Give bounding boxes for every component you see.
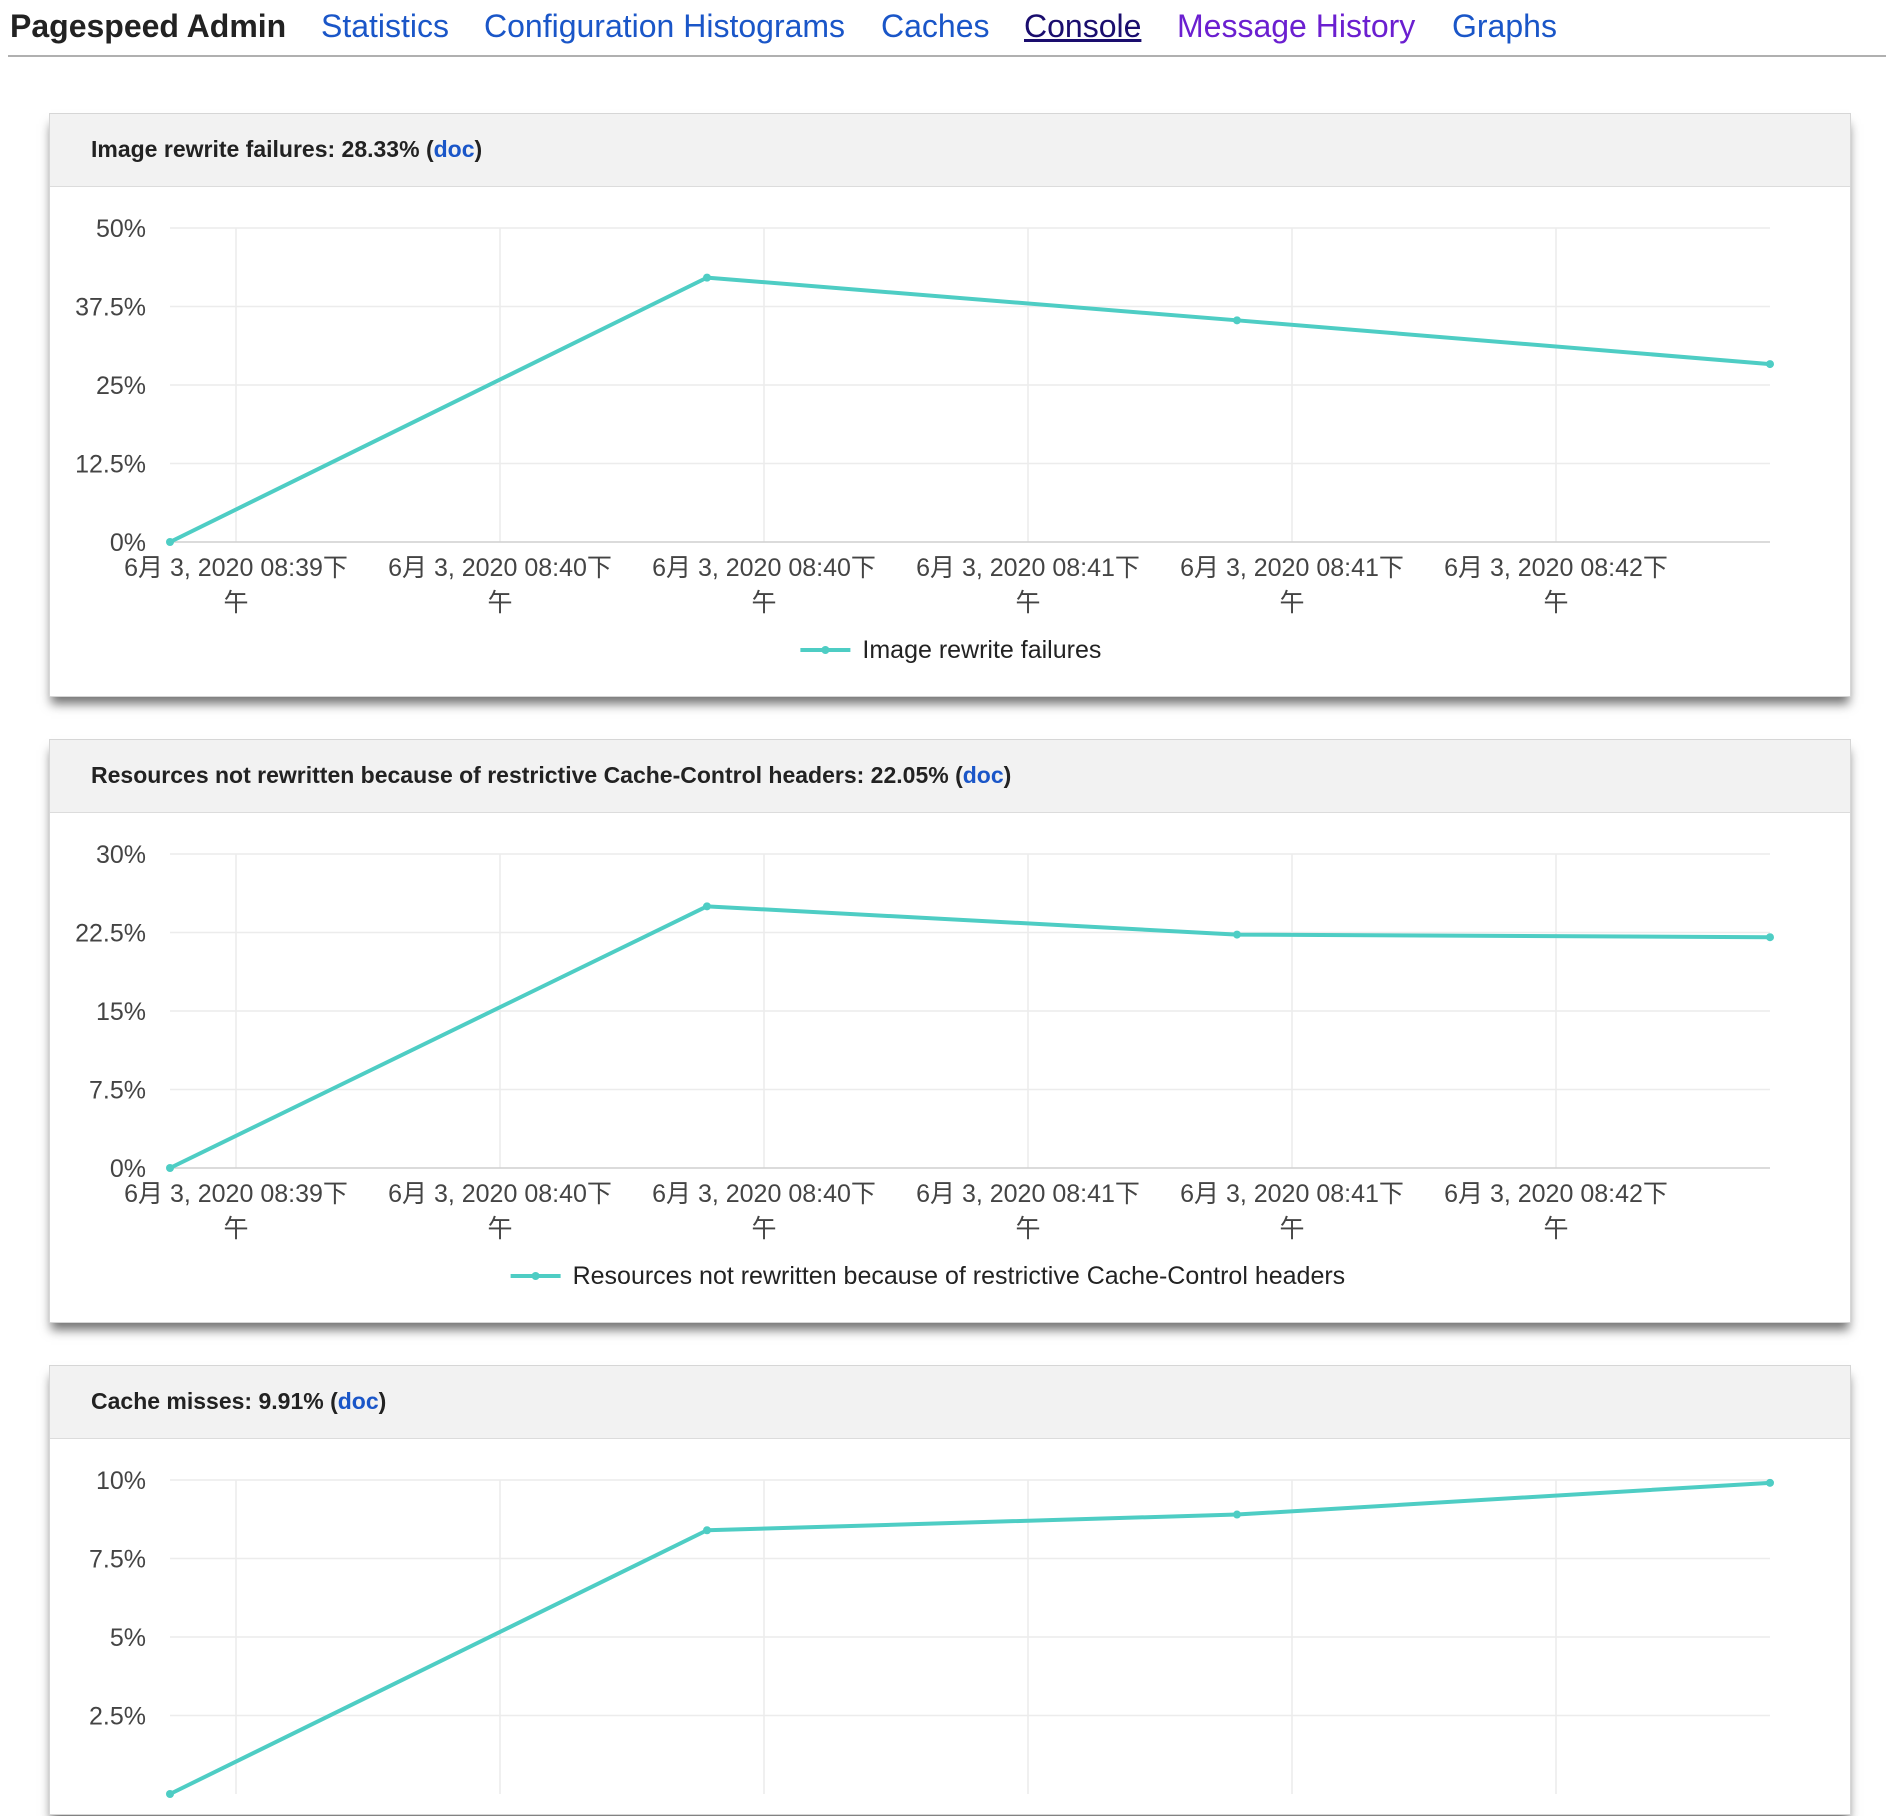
- x-tick-label: 6月 3, 2020 08:41下: [1180, 554, 1404, 582]
- card-header: Cache misses: 9.91% (doc): [50, 1366, 1850, 1439]
- x-tick-label: 6月 3, 2020 08:40下: [388, 554, 612, 582]
- y-tick-label: 12.5%: [75, 451, 146, 479]
- data-point: [703, 902, 711, 911]
- data-point: [1233, 930, 1241, 939]
- x-tick-label: 午: [1015, 1215, 1040, 1243]
- x-tick-label: 6月 3, 2020 08:41下: [916, 554, 1140, 582]
- data-point: [1766, 933, 1774, 942]
- doc-link[interactable]: doc: [962, 762, 1004, 788]
- legend-swatch-dot: [531, 1272, 540, 1280]
- x-tick-label: 6月 3, 2020 08:42下: [1444, 1180, 1668, 1208]
- y-tick-label: 25%: [96, 372, 146, 400]
- card-header: Image rewrite failures: 28.33% (doc): [50, 114, 1850, 187]
- card-title: Cache misses: 9.91% (doc): [91, 1388, 387, 1414]
- x-tick-label: 午: [1015, 589, 1040, 617]
- data-point: [1766, 1478, 1774, 1487]
- data-point: [166, 1164, 174, 1172]
- app-title: Pagespeed Admin: [10, 8, 287, 44]
- x-tick-label: 6月 3, 2020 08:40下: [652, 1180, 876, 1208]
- y-tick-label: 22.5%: [75, 920, 146, 948]
- data-point: [166, 1790, 174, 1798]
- x-tick-label: 6月 3, 2020 08:41下: [1180, 1180, 1404, 1208]
- y-tick-label: 10%: [96, 1467, 146, 1495]
- series-line: [169, 275, 1771, 544]
- top-navigation: Pagespeed Admin Statistics Configuration…: [8, 0, 1886, 57]
- series-line: [169, 904, 1771, 1170]
- series-line: [169, 1480, 1771, 1796]
- nav-link-message-history[interactable]: Message History: [1177, 8, 1416, 44]
- x-tick-label: 6月 3, 2020 08:41下: [916, 1180, 1140, 1208]
- y-tick-label: 5%: [110, 1624, 146, 1652]
- x-tick-label: 午: [223, 589, 248, 617]
- y-tick-label: 0%: [110, 1155, 146, 1183]
- y-tick-label: 37.5%: [75, 294, 146, 322]
- doc-link[interactable]: doc: [433, 136, 475, 162]
- doc-link[interactable]: doc: [337, 1388, 379, 1414]
- nav-link-graphs[interactable]: Graphs: [1452, 8, 1557, 44]
- legend-swatch-dot: [821, 646, 830, 654]
- x-tick-label: 午: [1279, 1215, 1304, 1243]
- x-tick-label: 6月 3, 2020 08:40下: [652, 554, 876, 582]
- data-point: [1233, 1510, 1241, 1519]
- x-tick-label: 午: [751, 1215, 776, 1243]
- y-tick-label: 7.5%: [89, 1546, 146, 1574]
- chart-card-cache-misses: Cache misses: 9.91% (doc) 2.5% 5% 7.5% 10%: [49, 1365, 1851, 1815]
- x-tick-label: 午: [1279, 589, 1304, 617]
- x-tick-label: 6月 3, 2020 08:39下: [124, 1180, 348, 1208]
- data-point: [1766, 360, 1774, 369]
- x-tick-label: 午: [1543, 589, 1568, 617]
- x-tick-label: 午: [751, 589, 776, 617]
- y-tick-label: 2.5%: [89, 1703, 146, 1731]
- card-title: Resources not rewritten because of restr…: [91, 762, 1012, 788]
- line-chart: 2.5% 5% 7.5% 10%: [89, 1467, 1774, 1798]
- y-tick-label: 30%: [96, 841, 146, 869]
- card-title: Image rewrite failures: 28.33% (doc): [91, 136, 483, 162]
- legend-label: Resources not rewritten because of restr…: [573, 1262, 1346, 1290]
- card-header: Resources not rewritten because of restr…: [50, 740, 1850, 813]
- x-tick-label: 6月 3, 2020 08:39下: [124, 554, 348, 582]
- x-tick-label: 午: [223, 1215, 248, 1243]
- y-tick-label: 0%: [110, 529, 146, 557]
- chart-card-image-rewrite-failures: Image rewrite failures: 28.33% (doc) 0% 1…: [49, 113, 1851, 697]
- x-tick-label: 午: [1543, 1215, 1568, 1243]
- chart-card-restrictive-cache-control: Resources not rewritten because of restr…: [49, 739, 1851, 1323]
- data-point: [166, 538, 174, 546]
- x-tick-label: 午: [487, 1215, 512, 1243]
- x-tick-label: 6月 3, 2020 08:42下: [1444, 554, 1668, 582]
- x-tick-label: 6月 3, 2020 08:40下: [388, 1180, 612, 1208]
- data-point: [703, 273, 711, 282]
- x-tick-label: 午: [487, 589, 512, 617]
- legend-label: Image rewrite failures: [862, 636, 1101, 664]
- y-tick-label: 7.5%: [89, 1077, 146, 1105]
- nav-link-statistics[interactable]: Statistics: [321, 8, 450, 44]
- data-point: [703, 1526, 711, 1535]
- y-tick-label: 50%: [96, 215, 146, 243]
- nav-link-console[interactable]: Console: [1024, 8, 1142, 44]
- nav-link-caches[interactable]: Caches: [881, 8, 990, 44]
- data-point: [1233, 316, 1241, 325]
- y-tick-label: 15%: [96, 998, 146, 1026]
- nav-link-configuration-histograms[interactable]: Configuration Histograms: [484, 8, 846, 44]
